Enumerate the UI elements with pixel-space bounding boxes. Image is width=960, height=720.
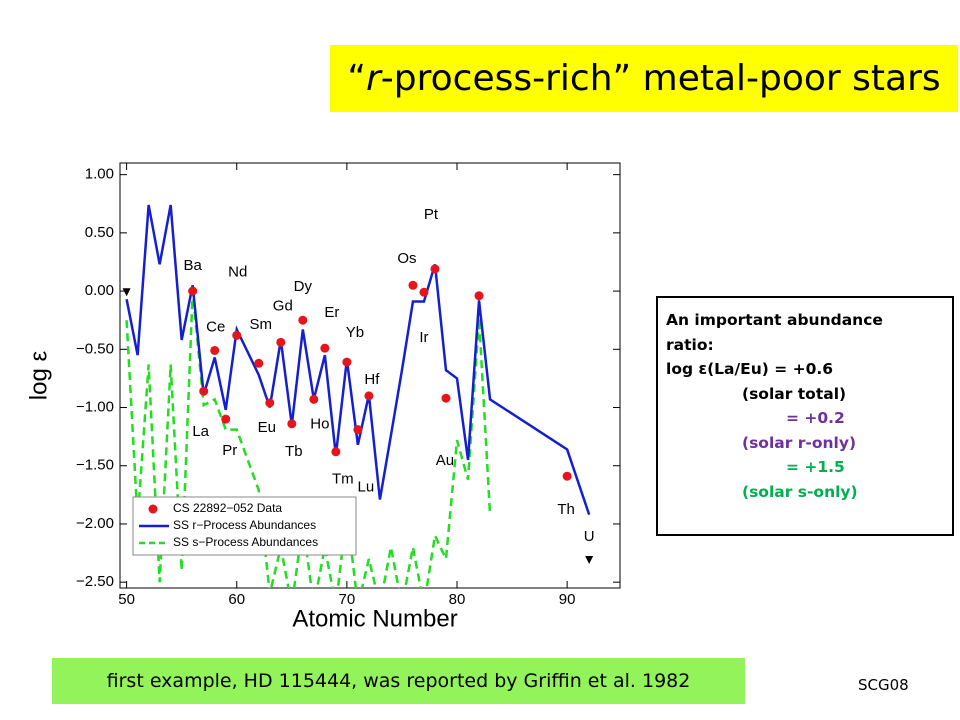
element-label: Pt: [424, 206, 439, 223]
element-label: Tb: [285, 443, 303, 460]
series-line: [125, 290, 492, 588]
element-label: Eu: [258, 419, 276, 436]
element-label: Dy: [294, 278, 313, 295]
data-point: [221, 414, 231, 424]
y-tick-label: −0.50: [76, 340, 114, 357]
element-label: Os: [397, 250, 416, 267]
element-label: Ce: [206, 318, 225, 335]
x-axis-label: Atomic Number: [292, 605, 457, 632]
data-point: [441, 393, 451, 403]
info-line: (solar s-only): [742, 482, 858, 501]
element-label: Ba: [184, 257, 203, 274]
data-point: [474, 291, 484, 301]
data-point: [430, 264, 440, 274]
y-tick-label: 0.00: [85, 282, 114, 299]
element-label: Au: [436, 452, 454, 469]
y-tick-label: −1.00: [76, 398, 114, 415]
element-label: Gd: [273, 297, 293, 314]
series-line: [125, 204, 591, 516]
upper-limit: [122, 288, 131, 297]
element-label: Ho: [310, 415, 329, 432]
title-part: -process-rich” metal-poor stars: [380, 58, 941, 99]
element-label: U: [584, 528, 595, 545]
x-tick-label: 90: [559, 591, 576, 608]
element-label: Lu: [358, 479, 375, 496]
element-label: Nd: [228, 263, 247, 280]
title-part: r: [365, 58, 381, 99]
data-point: [199, 386, 209, 396]
data-point: [276, 337, 286, 347]
data-point: [265, 398, 275, 408]
legend-label: SS r−Process Abundances: [173, 518, 316, 532]
y-axis-label: log ε: [25, 351, 52, 401]
x-tick-label: 80: [449, 591, 466, 608]
upper-limit: [585, 556, 594, 565]
data-point: [320, 343, 330, 353]
data-point: [287, 419, 297, 429]
info-line: log ε(La/Eu) = +0.6: [666, 360, 834, 378]
data-point: [353, 425, 363, 435]
y-tick-label: −2.00: [76, 515, 114, 532]
info-line: (solar total): [742, 384, 847, 403]
legend-label: CS 22892−052 Data: [173, 501, 282, 515]
data-point: [419, 287, 429, 297]
info-line: (solar r-only): [742, 433, 857, 452]
data-point: [331, 447, 341, 457]
element-label: Er: [324, 304, 339, 321]
element-label: La: [192, 423, 209, 440]
element-label: Tm: [332, 471, 354, 488]
info-line: ratio:: [666, 335, 714, 354]
y-tick-label: 1.00: [85, 166, 114, 183]
data-point: [210, 345, 220, 355]
slide-title: “r -process-rich” metal-poor stars: [330, 45, 958, 112]
data-point: [342, 357, 352, 367]
info-line: = +0.2: [786, 409, 845, 427]
x-tick-label: 70: [339, 591, 356, 608]
info-line: = +1.5: [786, 458, 845, 476]
plot-frame: [119, 162, 621, 589]
info-box: An important abundance ratio: log ε(La/Eu)…: [656, 296, 954, 536]
element-label: Hf: [364, 371, 380, 388]
x-tick-label: 50: [118, 591, 135, 608]
legend-box: [132, 496, 357, 556]
legend-marker: [148, 504, 158, 514]
element-label: Yb: [346, 324, 364, 341]
element-label: Sm: [250, 316, 273, 333]
info-line: An important abundance: [666, 311, 883, 329]
element-label: Pr: [222, 442, 237, 459]
data-point: [254, 358, 264, 368]
data-point: [408, 280, 418, 290]
x-tick-label: 60: [228, 591, 245, 608]
element-label: Th: [557, 501, 575, 518]
data-point: [298, 315, 308, 325]
plot-area: [125, 204, 591, 588]
y-tick-label: −1.50: [76, 457, 114, 474]
footer: first example, HD 115444, was reported b…: [52, 658, 745, 704]
title-part: “: [347, 58, 366, 99]
data-point: [232, 330, 242, 340]
data-point: [562, 471, 572, 481]
y-tick-label: 0.50: [85, 224, 114, 241]
legend-label: SS s−Process Abundances: [173, 535, 318, 549]
y-tick-label: −2.50: [76, 573, 114, 590]
data-point: [188, 286, 198, 296]
element-label: Ir: [419, 329, 428, 346]
credit: SCG08: [858, 676, 909, 694]
data-point: [309, 394, 319, 404]
data-point: [364, 391, 374, 401]
